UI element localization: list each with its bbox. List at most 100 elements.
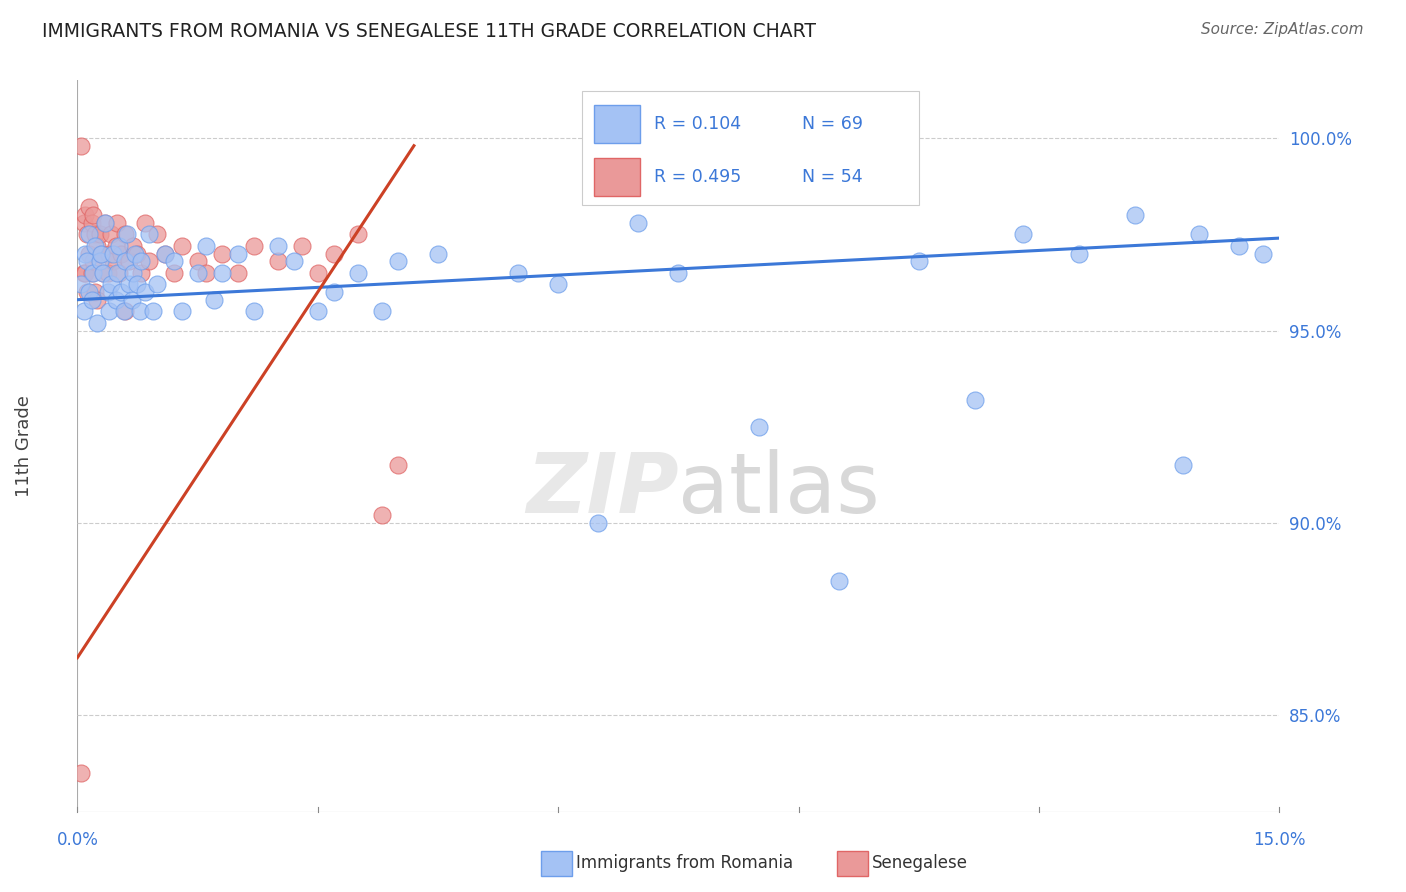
Point <box>291 239 314 253</box>
Point <box>128 304 150 318</box>
Point <box>121 293 143 307</box>
Point <box>1173 458 1195 473</box>
Point <box>138 254 160 268</box>
Point <box>98 246 121 260</box>
Point <box>114 304 136 318</box>
Point <box>112 304 135 318</box>
Point <box>70 766 93 780</box>
Point <box>347 266 370 280</box>
Point <box>107 266 129 280</box>
Point <box>70 277 93 292</box>
Point <box>427 246 450 260</box>
Point <box>79 227 101 242</box>
Point <box>588 516 610 530</box>
Point <box>76 285 98 299</box>
Point <box>134 216 156 230</box>
Point <box>104 293 127 307</box>
Point <box>1229 239 1251 253</box>
Point <box>70 138 93 153</box>
Point <box>73 216 96 230</box>
Point <box>97 285 120 299</box>
Point <box>162 266 184 280</box>
Point <box>104 239 127 253</box>
Point <box>80 216 103 230</box>
Text: 0.0%: 0.0% <box>56 831 98 849</box>
Point <box>127 246 149 260</box>
Point <box>194 239 217 253</box>
Point <box>202 293 225 307</box>
Point <box>108 239 131 253</box>
Point <box>307 304 329 318</box>
Point <box>90 246 112 260</box>
Point <box>226 266 249 280</box>
Point <box>79 200 101 214</box>
Point <box>79 246 101 260</box>
Point <box>170 239 193 253</box>
Point <box>103 254 125 268</box>
Point <box>134 285 156 299</box>
Point <box>110 246 132 260</box>
Point <box>547 277 569 292</box>
Point <box>79 285 101 299</box>
Point <box>187 254 209 268</box>
Point <box>187 266 209 280</box>
Point <box>267 239 290 253</box>
Point <box>1188 227 1211 242</box>
Point <box>322 285 344 299</box>
Point <box>908 254 931 268</box>
FancyBboxPatch shape <box>582 91 920 204</box>
Text: N = 54: N = 54 <box>803 168 863 186</box>
Point <box>131 266 153 280</box>
Point <box>242 239 264 253</box>
Point <box>371 304 394 318</box>
Point <box>347 227 370 242</box>
Point <box>387 254 409 268</box>
Point <box>283 254 305 268</box>
Point <box>86 239 108 253</box>
Point <box>267 254 290 268</box>
Text: ZIP: ZIP <box>526 450 679 531</box>
Point <box>76 254 98 268</box>
Point <box>371 508 394 523</box>
Point <box>114 254 136 268</box>
Point <box>90 246 112 260</box>
Text: Immigrants from Romania: Immigrants from Romania <box>576 854 793 871</box>
Point <box>118 254 141 268</box>
Point <box>84 285 107 299</box>
Point <box>94 216 117 230</box>
Text: N = 69: N = 69 <box>803 115 863 133</box>
Point <box>211 266 233 280</box>
Point <box>82 266 104 280</box>
Point <box>122 239 145 253</box>
Text: Senegalese: Senegalese <box>872 854 967 871</box>
Point <box>75 246 97 260</box>
Point <box>94 216 117 230</box>
Point <box>124 246 146 260</box>
Point <box>73 304 96 318</box>
Point <box>80 266 103 280</box>
Point <box>110 285 132 299</box>
Point <box>668 266 690 280</box>
Point <box>84 239 107 253</box>
Point <box>107 216 129 230</box>
Text: Source: ZipAtlas.com: Source: ZipAtlas.com <box>1201 22 1364 37</box>
Point <box>75 266 97 280</box>
Point <box>100 227 122 242</box>
Point <box>1012 227 1035 242</box>
Point <box>146 227 169 242</box>
Point <box>211 246 233 260</box>
Point <box>114 227 136 242</box>
Point <box>86 293 108 307</box>
Text: IMMIGRANTS FROM ROMANIA VS SENEGALESE 11TH GRADE CORRELATION CHART: IMMIGRANTS FROM ROMANIA VS SENEGALESE 11… <box>42 22 815 41</box>
Point <box>103 246 125 260</box>
Point <box>307 266 329 280</box>
Point <box>80 293 103 307</box>
Point <box>131 254 153 268</box>
Point <box>108 266 131 280</box>
Point <box>170 304 193 318</box>
Point <box>89 254 111 268</box>
Point <box>84 227 107 242</box>
Point <box>242 304 264 318</box>
Point <box>155 246 177 260</box>
Point <box>963 392 986 407</box>
